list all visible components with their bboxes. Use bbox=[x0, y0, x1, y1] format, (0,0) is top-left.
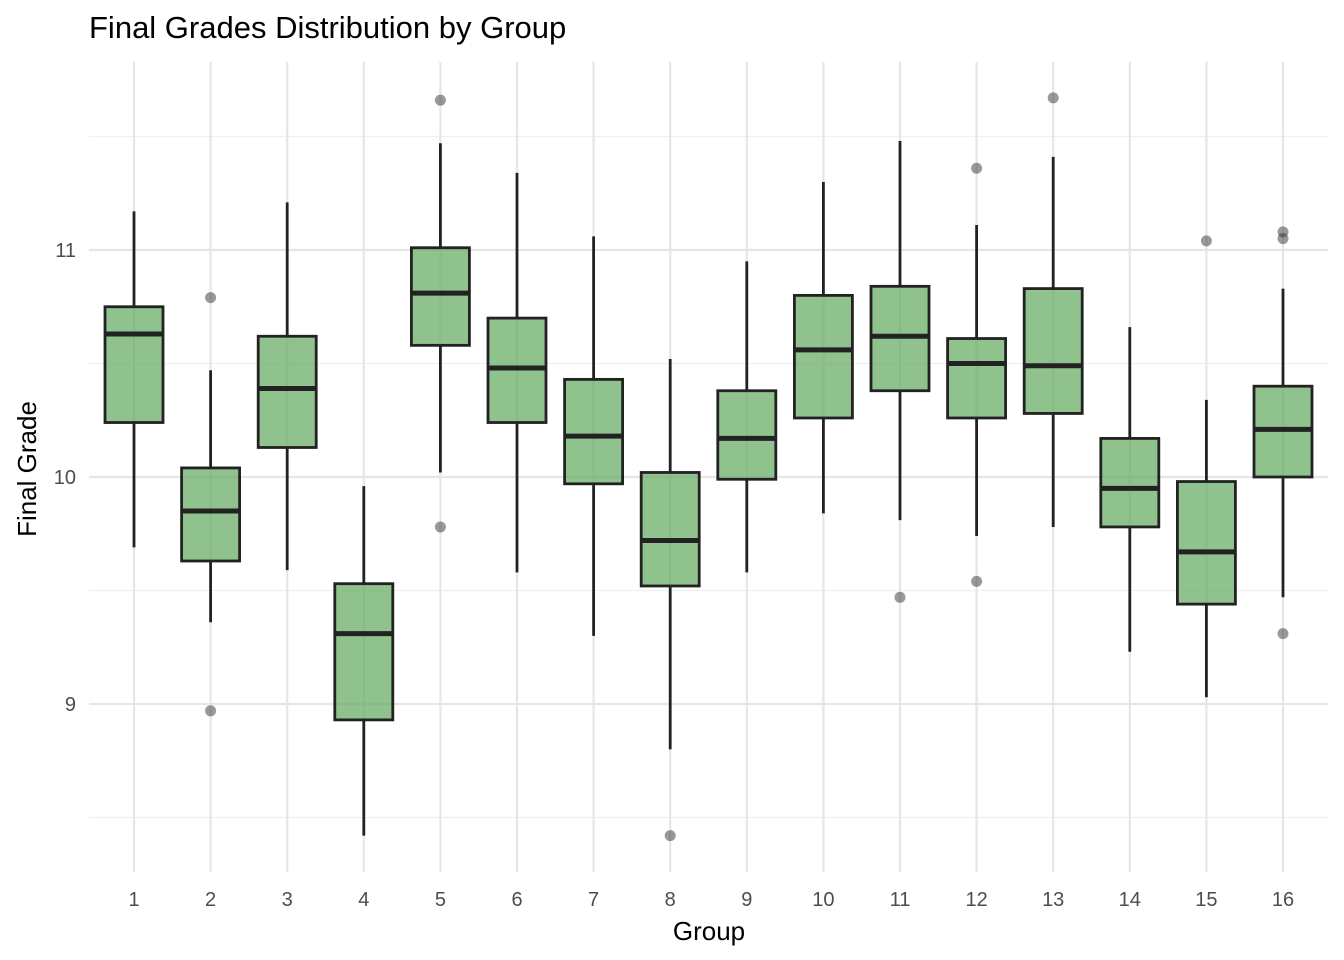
x-tick-label: 10 bbox=[812, 889, 834, 911]
outlier-point bbox=[971, 162, 983, 174]
box bbox=[1022, 287, 1084, 415]
x-tick-label: 11 bbox=[890, 889, 911, 911]
box-group-4 bbox=[333, 486, 395, 836]
box-group-9 bbox=[716, 261, 778, 573]
box bbox=[256, 334, 318, 449]
outlier-point bbox=[205, 705, 217, 717]
box bbox=[793, 293, 854, 420]
box-group-8 bbox=[639, 358, 701, 842]
box-group-16 bbox=[1252, 226, 1314, 640]
outlier-point bbox=[1277, 628, 1289, 640]
outlier-point bbox=[434, 521, 446, 533]
y-tick-label: 9 bbox=[65, 694, 76, 716]
box-group-15 bbox=[1176, 235, 1237, 698]
boxes bbox=[103, 92, 1314, 842]
outlier-point bbox=[1047, 92, 1059, 104]
box bbox=[563, 377, 624, 486]
outlier-point bbox=[205, 292, 217, 304]
x-tick-label: 9 bbox=[741, 889, 752, 911]
chart-title: Final Grades Distribution by Group bbox=[89, 10, 566, 45]
box-group-5 bbox=[409, 94, 471, 533]
x-tick-label: 14 bbox=[1119, 889, 1141, 911]
x-tick-label: 1 bbox=[128, 889, 139, 911]
box-group-10 bbox=[793, 181, 854, 514]
box-group-1 bbox=[103, 211, 165, 548]
x-tick-label: 13 bbox=[1042, 889, 1064, 911]
x-tick-label: 2 bbox=[205, 889, 216, 911]
outlier-point bbox=[1200, 235, 1212, 247]
box-group-3 bbox=[256, 202, 318, 571]
y-axis-title: Final Grade bbox=[12, 401, 42, 537]
x-tick-label: 7 bbox=[588, 889, 599, 911]
box bbox=[333, 582, 395, 722]
y-tick-label: 10 bbox=[54, 467, 76, 489]
box bbox=[716, 389, 778, 481]
box bbox=[1099, 437, 1161, 529]
x-tick-label: 3 bbox=[282, 889, 293, 911]
box-group-11 bbox=[869, 141, 931, 603]
x-tick-label: 8 bbox=[665, 889, 676, 911]
outlier-point bbox=[894, 591, 906, 603]
box bbox=[1176, 480, 1237, 606]
x-axis-title: Group bbox=[673, 916, 745, 946]
box bbox=[103, 305, 165, 424]
x-tick-label: 6 bbox=[511, 889, 522, 911]
x-tick-label: 4 bbox=[358, 889, 369, 911]
box-group-7 bbox=[563, 236, 624, 636]
x-tick-label: 5 bbox=[435, 889, 446, 911]
x-tick-label: 15 bbox=[1195, 889, 1217, 911]
outlier-point bbox=[664, 830, 676, 842]
box-group-14 bbox=[1099, 327, 1161, 652]
box-group-12 bbox=[946, 162, 1007, 587]
box bbox=[946, 337, 1007, 420]
box-group-6 bbox=[486, 172, 548, 573]
box bbox=[409, 246, 471, 347]
box-group-13 bbox=[1022, 92, 1084, 527]
outlier-point bbox=[434, 94, 446, 106]
outlier-point bbox=[1277, 233, 1289, 245]
box bbox=[639, 471, 701, 588]
box-group-2 bbox=[180, 292, 242, 717]
box bbox=[180, 466, 242, 563]
x-tick-label: 16 bbox=[1272, 889, 1294, 911]
outlier-point bbox=[971, 575, 983, 587]
x-tick-label: 12 bbox=[965, 889, 987, 911]
y-tick-label: 11 bbox=[55, 240, 76, 262]
